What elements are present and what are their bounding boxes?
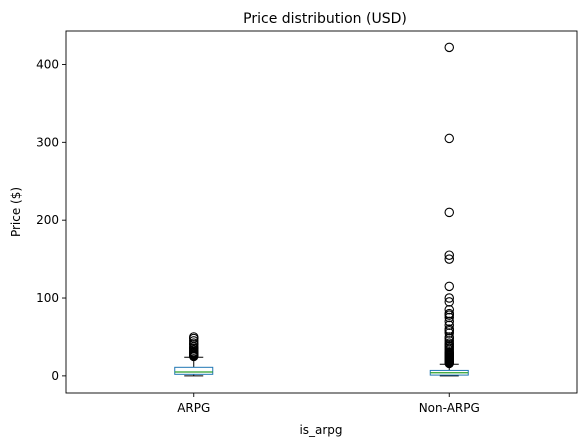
outlier-point: [444, 297, 454, 307]
outlier-point: [444, 133, 454, 144]
outlier-point: [444, 338, 454, 348]
outlier-point: [444, 316, 454, 327]
chart-title: Price distribution (USD): [243, 11, 407, 27]
outlier-point: [444, 304, 454, 315]
y-tick-label: 300: [36, 135, 59, 149]
y-axis: 0 100 200 300 400: [36, 57, 66, 383]
outlier-point: [444, 281, 454, 292]
outlier-point: [444, 254, 454, 264]
plot-area-frame: [65, 30, 578, 394]
box-series: [174, 42, 469, 377]
outlier-point: [444, 207, 454, 218]
x-axis-label: is_arpg: [299, 423, 342, 437]
outlier-point: [444, 308, 454, 319]
outlier-point: [444, 328, 454, 338]
y-tick-label: 100: [36, 291, 59, 305]
y-tick-label: 0: [51, 369, 59, 383]
y-axis-label: Price ($): [9, 187, 23, 237]
x-tick-label: Non-ARPG: [419, 401, 480, 415]
outlier-point: [444, 42, 454, 53]
box-iqr: [174, 366, 214, 375]
outlier-point: [189, 338, 199, 348]
outlier-point: [444, 336, 454, 346]
outlier-point: [444, 332, 454, 342]
outlier-point: [444, 250, 454, 260]
outlier-point: [444, 320, 454, 331]
outlier-point: [444, 312, 454, 323]
y-tick-label: 200: [36, 213, 59, 227]
y-tick-label: 400: [36, 57, 59, 71]
outlier-point: [444, 324, 454, 334]
outlier-point: [189, 336, 199, 346]
outlier-point: [444, 293, 454, 303]
outlier-point: [189, 332, 199, 342]
x-tick-label: ARPG: [177, 401, 210, 415]
x-axis: ARPG Non-ARPG: [177, 393, 480, 415]
